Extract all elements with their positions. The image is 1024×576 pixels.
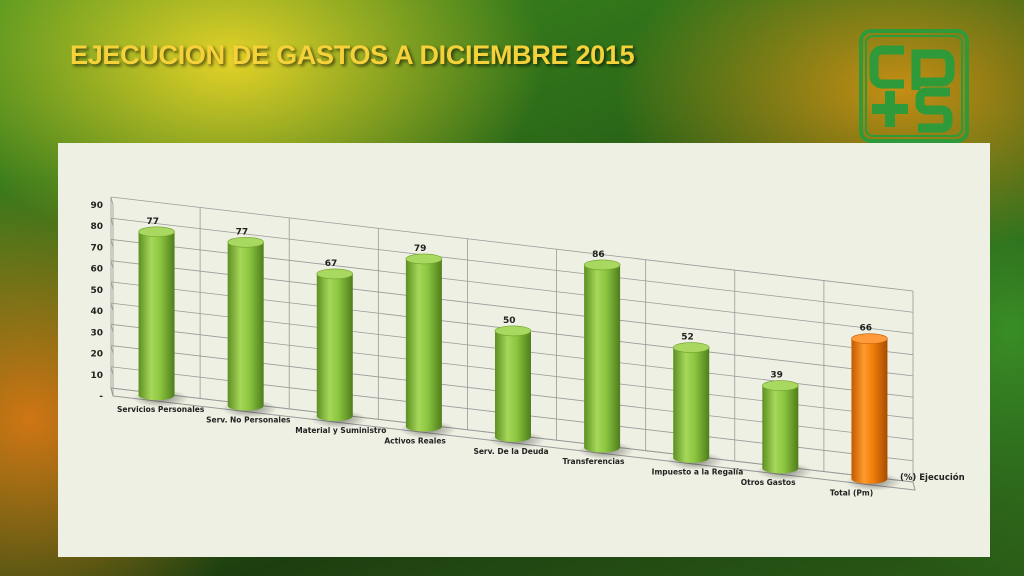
bar-body <box>673 347 710 463</box>
bar-top <box>316 268 354 280</box>
data-label: 39 <box>770 371 783 381</box>
bar-3 <box>310 268 367 429</box>
bar-top <box>138 226 175 238</box>
bar-6 <box>578 259 635 460</box>
bar-9 <box>845 333 902 491</box>
bar-body <box>227 242 264 411</box>
bar-body <box>584 264 621 453</box>
y-tick-label: 10 <box>90 371 103 381</box>
bar-top <box>405 253 443 265</box>
data-label: 67 <box>325 259 338 269</box>
data-label: 66 <box>859 324 872 334</box>
category-label: Material y Suministro <box>295 426 386 435</box>
category-label: Impuesto a la Regalía <box>652 468 744 477</box>
bar-body <box>762 385 799 474</box>
y-tick-label: 20 <box>90 350 103 360</box>
bar-1 <box>132 226 189 408</box>
gridline <box>110 196 914 292</box>
data-label: 79 <box>414 244 427 254</box>
bar-8 <box>756 380 813 481</box>
bar-top <box>672 342 710 353</box>
bar-body <box>316 273 353 422</box>
bar-body <box>138 231 175 401</box>
gridline <box>110 217 914 313</box>
category-label: Total (Pm) <box>830 489 873 498</box>
bar-7 <box>667 342 724 470</box>
x-axis-title: (%) Ejecución <box>900 472 965 483</box>
category-label: Servicios Personales <box>117 405 205 414</box>
data-label: 77 <box>147 217 160 227</box>
category-label: Transferencias <box>563 457 625 466</box>
bar-5 <box>489 325 545 449</box>
category-label: Serv. No Personales <box>206 415 291 424</box>
bar-body <box>495 330 531 442</box>
y-tick-label: 30 <box>90 328 103 338</box>
bar-top <box>227 236 264 248</box>
data-label: 86 <box>592 250 605 260</box>
y-tick-label: 60 <box>90 265 103 275</box>
bar-top <box>762 380 799 391</box>
slide-title: EJECUCION DE GASTOS A DICIEMBRE 2015 <box>70 40 635 70</box>
data-label: 50 <box>503 316 516 326</box>
y-tick-label: 70 <box>90 243 103 253</box>
y-tick-label: 50 <box>90 286 103 296</box>
bar-2 <box>221 236 278 418</box>
y-tick-label: 40 <box>90 307 103 317</box>
cpps-logo <box>859 29 969 143</box>
y-tick-label: - <box>99 392 103 402</box>
data-label: 77 <box>236 227 249 237</box>
bar-body <box>405 258 442 432</box>
bar-body <box>851 338 888 484</box>
bar-top <box>494 325 532 337</box>
bar-top <box>583 259 621 271</box>
bar-chart: - 10 20 30 40 50 60 70 80 90 77 Servicios Personale… <box>90 196 965 498</box>
chart-panel: - 10 20 30 40 50 60 70 80 90 77 Servicios Personale… <box>58 143 990 557</box>
category-label: Activos Reales <box>384 436 446 445</box>
category-label: Otros Gastos <box>741 478 796 487</box>
bar-4 <box>399 253 456 439</box>
y-tick-label: 80 <box>90 222 103 232</box>
y-tick-label: 90 <box>90 201 103 211</box>
category-label: Serv. De la Deuda <box>473 447 548 456</box>
bar-top <box>851 333 888 345</box>
data-label: 52 <box>681 333 694 343</box>
